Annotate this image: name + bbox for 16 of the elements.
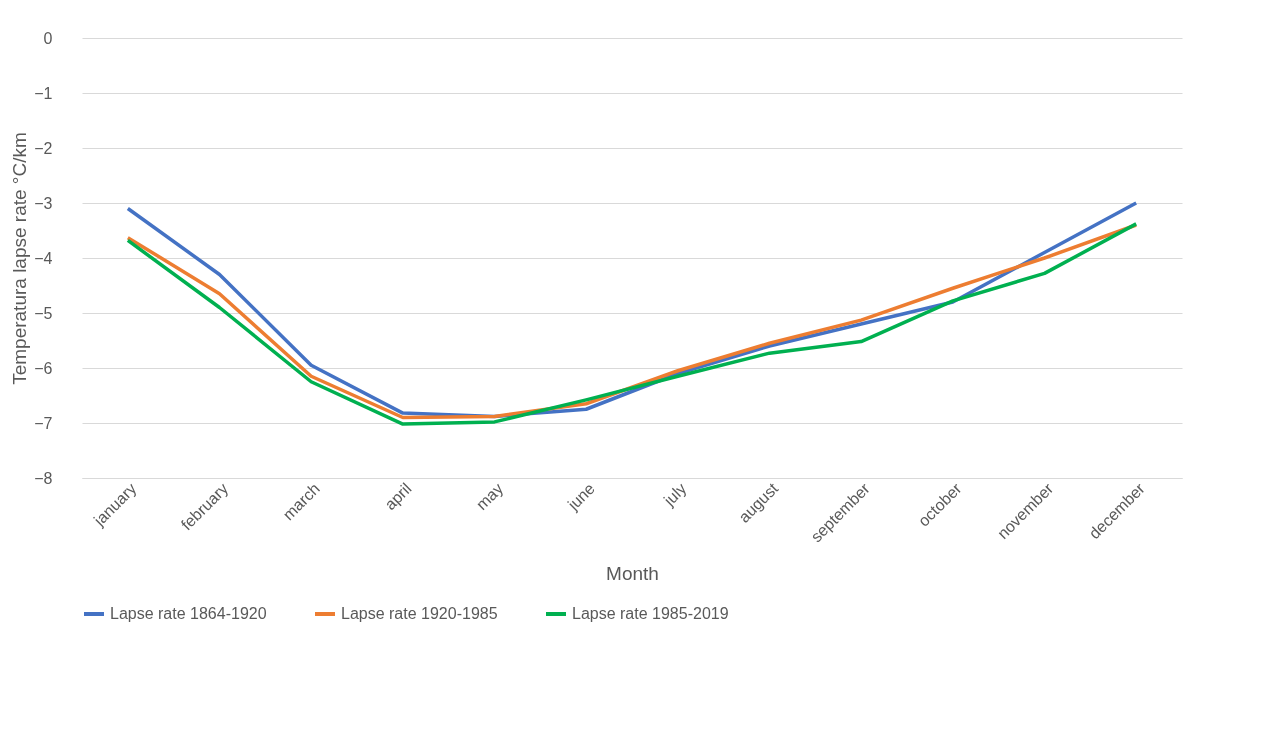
x-tick-label: july bbox=[659, 479, 690, 510]
y-tick-label: −7 bbox=[34, 414, 53, 432]
y-tick-label: −8 bbox=[34, 469, 53, 487]
y-tick-label: −6 bbox=[34, 359, 53, 377]
y-axis-title: Temperatura lapse rate °C/km bbox=[9, 132, 31, 385]
y-tick-label: −5 bbox=[34, 304, 53, 322]
y-tick-label: −2 bbox=[34, 139, 53, 157]
y-tick-label: 0 bbox=[43, 29, 53, 47]
x-axis-title: Month bbox=[606, 563, 659, 585]
legend-label: Lapse rate 1985-2019 bbox=[572, 605, 729, 622]
y-tick-label: −1 bbox=[34, 84, 53, 102]
legend-label: Lapse rate 1920-1985 bbox=[341, 605, 498, 622]
y-tick-label: −4 bbox=[34, 249, 53, 267]
legend-label: Lapse rate 1864-1920 bbox=[110, 605, 267, 622]
y-tick-label: −3 bbox=[34, 194, 53, 212]
x-tick-label: may bbox=[472, 479, 507, 514]
